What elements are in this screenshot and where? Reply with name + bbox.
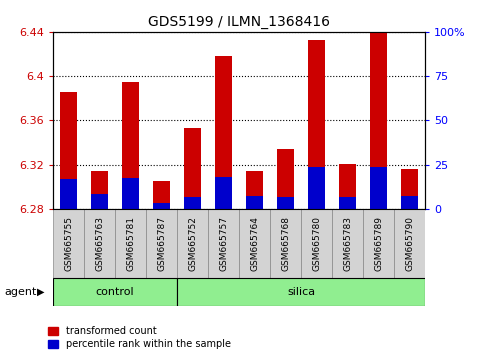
Text: GSM665755: GSM665755 [64, 216, 73, 271]
Bar [146, 209, 177, 278]
Bar [308, 167, 325, 209]
Bar [246, 171, 263, 209]
Text: GSM665768: GSM665768 [281, 216, 290, 271]
Bar [91, 194, 108, 209]
Bar [246, 196, 263, 209]
Text: GSM665764: GSM665764 [250, 216, 259, 271]
Bar [401, 169, 418, 209]
Bar [363, 209, 394, 278]
Bar [277, 149, 294, 209]
Text: agent: agent [5, 287, 37, 297]
Text: GSM665752: GSM665752 [188, 216, 197, 271]
Bar [401, 196, 418, 209]
Bar [370, 167, 387, 209]
Bar [215, 177, 232, 209]
Bar [339, 197, 356, 209]
Bar [53, 278, 177, 306]
Bar [270, 209, 301, 278]
Bar [239, 209, 270, 278]
Title: GDS5199 / ILMN_1368416: GDS5199 / ILMN_1368416 [148, 16, 330, 29]
Text: GSM665781: GSM665781 [126, 216, 135, 271]
Bar [332, 209, 363, 278]
Text: GSM665790: GSM665790 [405, 216, 414, 271]
Bar [215, 56, 232, 209]
Bar [339, 164, 356, 209]
Bar [60, 92, 77, 209]
Text: GSM665783: GSM665783 [343, 216, 352, 271]
Bar [153, 181, 170, 209]
Bar [53, 209, 84, 278]
Text: GSM665780: GSM665780 [312, 216, 321, 271]
Bar [208, 209, 239, 278]
Legend: transformed count, percentile rank within the sample: transformed count, percentile rank withi… [48, 326, 231, 349]
Text: ▶: ▶ [37, 287, 44, 297]
Text: GSM665757: GSM665757 [219, 216, 228, 271]
Bar [60, 179, 77, 209]
Text: GSM665763: GSM665763 [95, 216, 104, 271]
Bar [394, 209, 425, 278]
Bar [84, 209, 115, 278]
Text: GSM665787: GSM665787 [157, 216, 166, 271]
Bar [370, 31, 387, 209]
Bar [308, 40, 325, 209]
Bar [177, 209, 208, 278]
Bar [277, 197, 294, 209]
Bar [91, 171, 108, 209]
Bar [122, 82, 139, 209]
Text: silica: silica [287, 287, 315, 297]
Text: control: control [96, 287, 134, 297]
Bar [115, 209, 146, 278]
Bar [153, 203, 170, 209]
Bar [301, 209, 332, 278]
Bar [177, 278, 425, 306]
Bar [184, 128, 201, 209]
Bar [184, 197, 201, 209]
Text: GSM665789: GSM665789 [374, 216, 383, 271]
Bar [122, 178, 139, 209]
